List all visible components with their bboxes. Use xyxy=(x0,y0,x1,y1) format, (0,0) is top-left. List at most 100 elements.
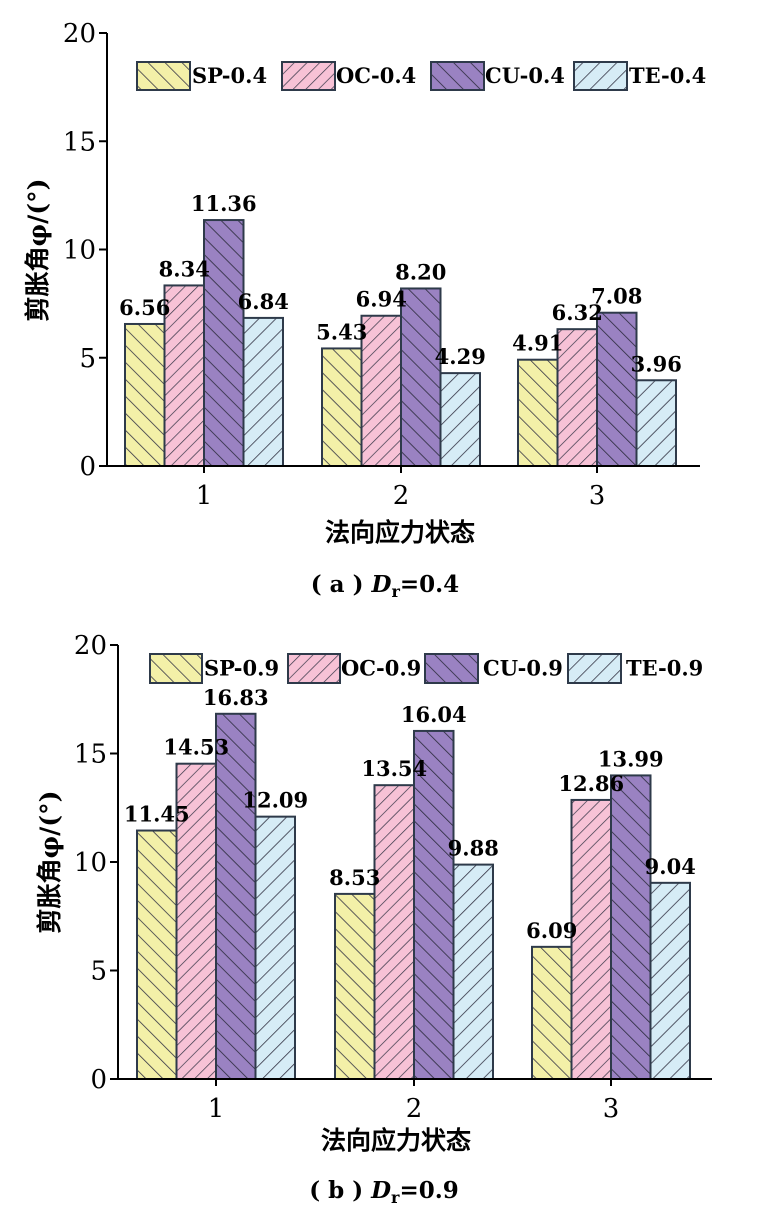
panel-b-caption-sub: r xyxy=(391,1188,400,1207)
bar-te-3 xyxy=(635,379,677,467)
panel-b-x-ticks: 1 2 3 xyxy=(208,1079,620,1124)
legend-label-sp: SP-0.9 xyxy=(204,656,279,681)
bar-cu-3 xyxy=(596,311,638,467)
bar-cu-1-hatch xyxy=(203,219,245,467)
legend-item-sp: SP-0.9 xyxy=(149,653,279,684)
legend-swatch-oc xyxy=(287,653,341,684)
panel-b-caption: ( b ) Dr=0.9 xyxy=(309,1177,459,1207)
y-tick-label: 15 xyxy=(74,740,107,770)
panel-b-legend: SP-0.9 OC-0.9 CU-0.9 TE-0.9 xyxy=(149,653,703,684)
panel-a-y-ticks: 0 5 10 15 20 xyxy=(63,19,107,482)
value-label-sp-3: 4.91 xyxy=(512,331,563,356)
panel-b-value-labels: 11.45 8.53 6.09 14.53 13.54 12.86 16.83 16.04 13… xyxy=(124,685,696,943)
value-label-cu-2: 8.20 xyxy=(395,259,446,284)
bar-cu-1 xyxy=(215,712,257,1080)
bar-oc-2 xyxy=(360,314,402,467)
bar-cu-3-hatch xyxy=(596,311,638,467)
panel-a-x-axis-label: 法向应力状态 xyxy=(325,518,475,547)
bar-cu-3 xyxy=(610,774,652,1080)
value-label-te-1: 6.84 xyxy=(238,289,289,314)
panel-a-caption: ( a ) Dr=0.4 xyxy=(311,571,459,601)
y-tick-label: 20 xyxy=(74,631,107,661)
value-label-oc-3: 6.32 xyxy=(552,300,603,325)
bar-te-3-hatch xyxy=(635,379,677,467)
y-tick-label: 5 xyxy=(79,344,96,374)
legend-label-oc: OC-0.9 xyxy=(341,656,421,681)
value-label-cu-3: 7.08 xyxy=(591,284,642,309)
bar-cu-1 xyxy=(203,219,245,467)
bar-te-2 xyxy=(452,863,494,1080)
bar-sp-2-hatch xyxy=(321,347,363,467)
bar-sp-1-hatch xyxy=(124,322,166,468)
y-tick-label: 15 xyxy=(63,127,96,157)
bar-sp-1-hatch xyxy=(136,829,178,1080)
bar-te-2-hatch xyxy=(452,863,494,1080)
bar-te-3-hatch xyxy=(649,881,691,1080)
value-label-cu-3: 13.99 xyxy=(598,746,664,771)
legend-label-te: TE-0.4 xyxy=(629,63,706,88)
value-label-oc-1: 14.53 xyxy=(163,735,229,760)
bar-sp-2 xyxy=(321,347,363,467)
legend-swatch-oc xyxy=(281,61,336,91)
panel-a-caption-var: D xyxy=(371,571,392,598)
value-label-sp-1: 11.45 xyxy=(124,802,190,827)
legend-item-cu: CU-0.4 xyxy=(430,61,565,91)
legend-item-te: TE-0.9 xyxy=(567,653,703,684)
bar-oc-2 xyxy=(373,784,415,1080)
panel-a-caption-suffix: =0.4 xyxy=(400,571,459,598)
legend-item-sp: SP-0.4 xyxy=(136,61,267,91)
panel-b-x-axis-label: 法向应力状态 xyxy=(321,1126,471,1155)
panel-b: 11.458.536.0914.5313.5412.8616.8316.0413… xyxy=(35,631,712,1207)
x-tick-label: 3 xyxy=(603,1094,620,1124)
bar-te-2-hatch xyxy=(439,372,481,467)
bar-cu-2-hatch xyxy=(413,729,455,1080)
y-tick-label: 0 xyxy=(79,452,96,482)
y-tick-label: 10 xyxy=(63,236,96,266)
value-label-oc-2: 13.54 xyxy=(361,756,427,781)
panel-b-bars xyxy=(136,712,691,1080)
bar-sp-3 xyxy=(531,945,573,1080)
legend-swatch-sp xyxy=(149,653,203,684)
bar-oc-3-hatch xyxy=(556,328,598,467)
x-tick-label: 3 xyxy=(589,481,606,511)
bar-oc-2-hatch xyxy=(360,314,402,467)
bar-sp-3-hatch xyxy=(531,945,573,1080)
panel-a-value-labels: 6.56 5.43 4.91 8.34 6.94 6.32 11.36 8.20 7.08 6.8… xyxy=(119,191,682,376)
legend-label-cu: CU-0.4 xyxy=(485,63,565,88)
y-tick-label: 10 xyxy=(74,848,107,878)
panel-b-y-axis-label: 剪胀角φ/(°) xyxy=(35,791,64,934)
value-label-te-3: 3.96 xyxy=(631,351,682,376)
bar-te-1 xyxy=(242,316,284,467)
panel-a-legend: SP-0.4 OC-0.4 CU-0.4 TE-0.4 xyxy=(136,61,706,91)
bar-te-1 xyxy=(254,815,296,1080)
panel-b-y-ticks: 0 5 10 15 20 xyxy=(74,631,118,1095)
panel-a-caption-prefix: ( a ) xyxy=(311,571,372,598)
legend-swatch-te xyxy=(567,653,622,684)
panel-a: 6.56 5.43 4.91 8.34 6.94 6.32 11.36 8.20 7.08 6.8… xyxy=(23,19,706,601)
value-label-oc-1: 8.34 xyxy=(159,256,210,281)
legend-item-te: TE-0.4 xyxy=(573,61,706,91)
value-label-sp-2: 8.53 xyxy=(329,865,380,890)
value-label-sp-1: 6.56 xyxy=(119,295,170,320)
legend-label-sp: SP-0.4 xyxy=(192,63,267,88)
bar-te-3 xyxy=(649,881,691,1080)
bar-oc-1 xyxy=(175,762,217,1080)
value-label-sp-2: 5.43 xyxy=(316,319,367,344)
panel-b-caption-suffix: =0.9 xyxy=(399,1177,458,1204)
bar-sp-2-hatch xyxy=(334,892,376,1080)
bar-oc-3 xyxy=(570,798,612,1080)
legend-item-oc: OC-0.4 xyxy=(281,61,416,91)
x-tick-label: 2 xyxy=(393,481,410,511)
bar-cu-2 xyxy=(400,287,442,467)
x-tick-label: 1 xyxy=(208,1094,225,1124)
legend-item-oc: OC-0.9 xyxy=(287,653,421,684)
panel-a-caption-sub: r xyxy=(391,582,400,601)
value-label-cu-2: 16.04 xyxy=(401,702,467,727)
y-tick-label: 20 xyxy=(63,19,96,49)
value-label-cu-1: 11.36 xyxy=(191,191,257,216)
y-tick-label: 5 xyxy=(90,957,107,987)
value-label-te-3: 9.04 xyxy=(645,854,696,879)
legend-swatch-cu xyxy=(430,61,485,91)
bar-cu-2 xyxy=(413,729,455,1080)
